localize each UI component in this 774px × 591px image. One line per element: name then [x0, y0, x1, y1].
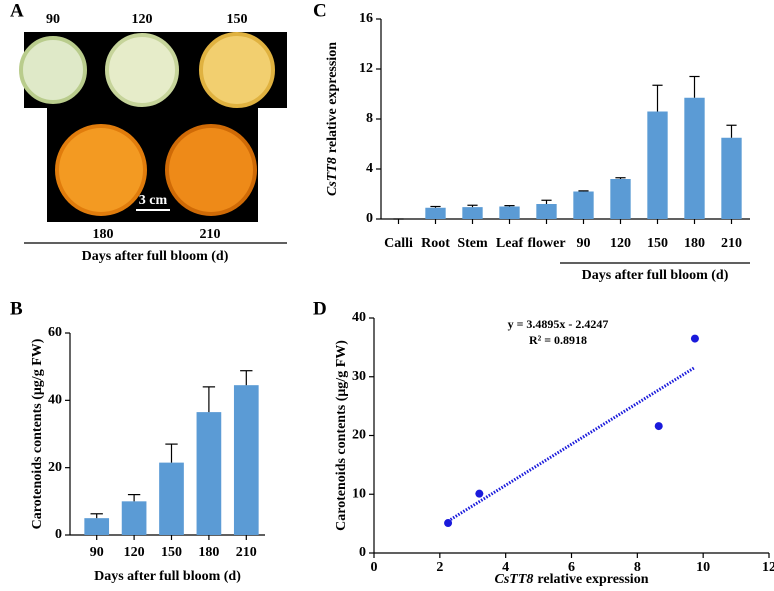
axis-label-text: relative expression [537, 572, 648, 587]
axis-label-text: relative expression [325, 42, 340, 153]
day-label: 210 [200, 227, 221, 242]
x-tick-label: flower [527, 236, 565, 251]
x-axis-label: Days after full bloom (d) [94, 569, 241, 584]
trend-r2: R² = 0.8918 [529, 333, 587, 347]
y-axis-label: CsTT8 relative expression [325, 42, 340, 196]
bar [159, 462, 184, 535]
y-tick-label: 40 [352, 310, 366, 325]
x-tick-label: 150 [161, 545, 182, 560]
bar [233, 385, 259, 535]
day-label: 120 [132, 12, 153, 27]
y-tick-label: 20 [48, 460, 62, 475]
x-tick-label: 210 [721, 236, 742, 251]
x-tick-label: 2 [436, 560, 443, 575]
y-tick-label: 8 [366, 111, 373, 126]
day-label: 180 [93, 227, 114, 242]
y-tick-label: 0 [55, 527, 62, 542]
bar [536, 204, 557, 219]
x-tick-label: 210 [236, 545, 257, 560]
x-tick-label: Calli [384, 236, 413, 251]
trend-equation: y = 3.4895x - 2.4247 [508, 317, 609, 331]
point [690, 334, 699, 343]
fruit-slice [55, 124, 147, 216]
bar [84, 518, 110, 535]
day-label: 150 [227, 12, 248, 27]
bar [462, 207, 483, 219]
x-tick-label: 180 [684, 236, 705, 251]
x-tick-label: Stem [457, 236, 488, 251]
bar [425, 207, 446, 219]
panel-letter: C [313, 0, 327, 21]
x-tick-label: 150 [647, 236, 668, 251]
trendline [447, 366, 696, 523]
bar [121, 501, 147, 535]
panel-letter: A [10, 0, 24, 21]
bar [196, 412, 222, 535]
y-tick-label: 60 [48, 325, 62, 340]
bar [647, 111, 668, 219]
x-tick-label: 90 [577, 236, 591, 251]
point [475, 489, 484, 498]
fruit-slice [199, 32, 275, 108]
y-tick-label: 10 [352, 486, 366, 501]
x-tick-label: 120 [124, 545, 145, 560]
bar [573, 191, 594, 219]
fruit-slice [165, 124, 257, 216]
fruit-slice [105, 33, 179, 107]
axis-label-italic: CsTT8 [325, 157, 340, 196]
axis-label-italic: CsTT8 [495, 572, 534, 587]
point [444, 519, 453, 528]
day-label: 90 [46, 12, 60, 27]
x-tick-label: 120 [610, 236, 631, 251]
fruit-slice [19, 36, 87, 104]
x-tick-label: 4 [502, 560, 509, 575]
y-axis-label: Carotenoids contents (μg/g FW) [30, 338, 45, 529]
panel-letter: B [10, 298, 23, 319]
x-tick-label: 8 [634, 560, 641, 575]
bar [610, 179, 631, 219]
y-tick-label: 40 [48, 393, 62, 408]
x-tick-label: 10 [696, 560, 710, 575]
x-tick-label: 6 [568, 560, 575, 575]
panel-letter: D [313, 298, 327, 319]
y-tick-label: 4 [366, 161, 373, 176]
y-tick-label: 16 [359, 11, 373, 26]
axis-label-text: Carotenoids contents (μg/g FW) [30, 338, 45, 529]
bar [721, 137, 742, 219]
x-axis-label: Days after full bloom (d) [582, 268, 729, 283]
x-tick-label: 180 [198, 545, 219, 560]
x-tick-label: Root [421, 236, 450, 251]
y-tick-label: 20 [352, 428, 366, 443]
bar [499, 206, 520, 219]
x-axis-label: CsTT8 relative expression [495, 572, 649, 587]
x-tick-label: 90 [90, 545, 104, 560]
y-tick-label: 0 [366, 211, 373, 226]
bar [684, 97, 705, 219]
y-tick-label: 12 [359, 61, 373, 76]
x-tick-label: Leaf [496, 236, 524, 251]
y-axis-label: Carotenoids contents (μg/g FW) [334, 340, 349, 531]
y-tick-label: 30 [352, 369, 366, 384]
y-tick-label: 0 [359, 545, 366, 560]
scale-label: 3 cm [139, 193, 168, 208]
x-axis-label: Days after full bloom (d) [82, 249, 229, 264]
panel-a-photos [19, 32, 287, 244]
axis-label-text: Carotenoids contents (μg/g FW) [334, 340, 349, 531]
x-tick-label: 0 [371, 560, 378, 575]
point [654, 422, 663, 431]
x-tick-label: 12 [762, 560, 774, 575]
